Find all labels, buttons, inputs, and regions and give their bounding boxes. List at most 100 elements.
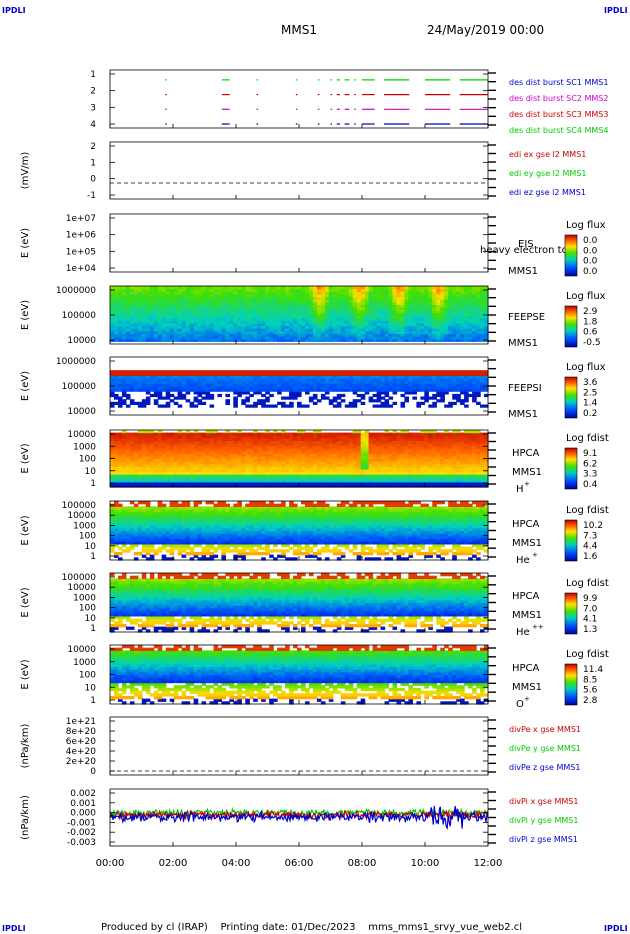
spectrogram-cell [114,450,119,454]
spectrogram-cell [360,336,366,340]
spectrogram-cell [297,328,302,332]
spectrogram-cell [273,450,278,454]
spectrogram-cell [320,307,326,311]
spectrogram-cell [392,378,398,382]
spectrogram-cell [392,336,398,340]
spectrogram-cell [444,293,449,298]
spectrogram-cell [400,328,406,332]
spectrogram-cell [185,461,191,465]
spectrogram-cell [428,430,433,434]
spectrogram-cell [305,378,310,382]
spectrogram-cell [440,304,445,308]
spectrogram-cell [352,325,358,329]
spectrogram-cell [356,476,362,480]
spectrogram-cell [301,301,306,305]
spectrogram-cell [460,293,465,298]
spectrogram-cell [380,315,386,319]
spectrogram-cell [197,375,203,379]
spectrogram-cell [189,288,195,292]
spectrogram-cell [177,309,183,313]
y-tick-label: 10000 [67,407,96,417]
spectrogram-cell [249,386,254,390]
spectrogram-cell [221,286,226,290]
spectrogram-cell [364,325,370,329]
spectrogram-cell [241,288,246,292]
spectrogram-cell [253,317,258,321]
spectrogram-cell [380,455,386,460]
spectrogram-cell [241,338,246,342]
spectrogram-cell [416,383,421,387]
spectrogram-cell [173,338,179,342]
spectrogram-cell [157,476,163,480]
spectrogram-cell [376,320,382,324]
spectrogram-cell [209,378,215,382]
spectrogram-cell [165,466,171,470]
spectrogram-cell [301,484,306,488]
spectrogram-cell [293,468,298,473]
spectrogram-cell [137,476,143,480]
spectrogram-cell [460,401,465,405]
spectrogram-cell [336,336,342,340]
spectrogram-cell [436,291,441,295]
spectrogram-cell [233,448,238,452]
spectrogram-cell [404,380,409,384]
spectrogram-cell [137,312,143,316]
spectrogram-cell [305,301,310,305]
spectrogram-cell [110,330,115,334]
spectrogram-cell [372,299,378,303]
spectrogram-cell [281,430,286,434]
spectrogram-cell [169,399,175,403]
spectrogram-cell [316,435,322,439]
spectrogram-cell [277,455,282,460]
spectrogram-cell [372,333,378,337]
spectrogram-cell [289,312,294,316]
spectrogram-cell [161,378,167,382]
spectrogram-cell [257,481,262,485]
spectrogram-cell [173,299,179,303]
spectrogram-cell [133,383,139,387]
spectrogram-cell [324,317,330,321]
spectrogram-cell [161,333,167,337]
spectrogram-cell [297,443,302,447]
spectrogram-cell [344,333,350,337]
spectrogram-cell [181,471,187,475]
spectrogram-cell [273,288,278,292]
spectrogram-cell [452,372,457,376]
spectrogram-cell [281,463,286,467]
spectrogram-cell [253,443,258,447]
spectrogram-cell [456,388,461,392]
spectrogram-cell [308,328,314,332]
spectrogram-cell [452,330,457,334]
spectrogram-cell [436,484,441,488]
spectrogram-cell [352,463,358,467]
spectrogram-cell [197,388,203,392]
spectrogram-cell [392,307,398,311]
spectrogram-cell [408,468,413,473]
spectrogram-cell [189,437,195,441]
spectrogram-cell [452,325,457,329]
spectrogram-cell [281,479,286,483]
spectrogram-cell [249,309,254,313]
spectrogram-cell [273,435,278,439]
spectrogram-cell [324,307,330,311]
spectrogram-cell [436,325,441,329]
spectrogram-cell [110,322,115,327]
spectrogram-cell [340,291,346,295]
spectrogram-cell [472,317,477,321]
spectrogram-cell [396,320,402,324]
spectrogram-cell [153,476,159,480]
spectrogram-cell [308,338,314,342]
spectrogram-cell [265,301,270,305]
spectrogram-cell [293,393,298,398]
spectrogram-cell [464,393,469,398]
spectrogram-cell [257,370,262,374]
spectrogram-cell [352,474,358,478]
spectrogram-cell [181,468,187,473]
spectrogram-cell [125,458,131,462]
spectrogram-cell [420,435,425,439]
spectrogram-cell [412,386,417,390]
colorbar-tick-label: 2.9 [583,307,598,317]
spectrogram-cell [277,372,282,376]
spectrogram-cell [320,325,326,329]
spectrogram-cell [316,375,322,379]
